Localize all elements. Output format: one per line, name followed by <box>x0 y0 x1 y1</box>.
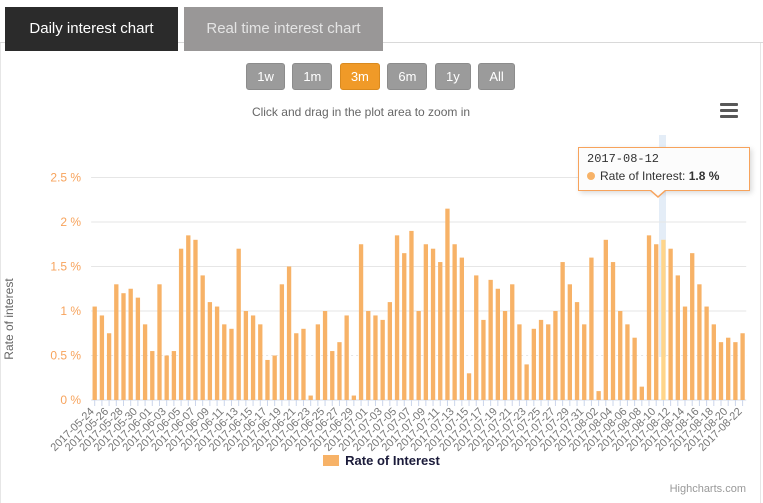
svg-text:1.5 %: 1.5 % <box>50 260 81 274</box>
svg-text:2.5 %: 2.5 % <box>50 171 81 185</box>
svg-text:0.5 %: 0.5 % <box>50 349 81 363</box>
svg-text:0 %: 0 % <box>60 393 81 407</box>
svg-text:Rate of interest: Rate of interest <box>2 278 16 360</box>
svg-text:2 %: 2 % <box>60 215 81 229</box>
svg-text:1 %: 1 % <box>60 304 81 318</box>
